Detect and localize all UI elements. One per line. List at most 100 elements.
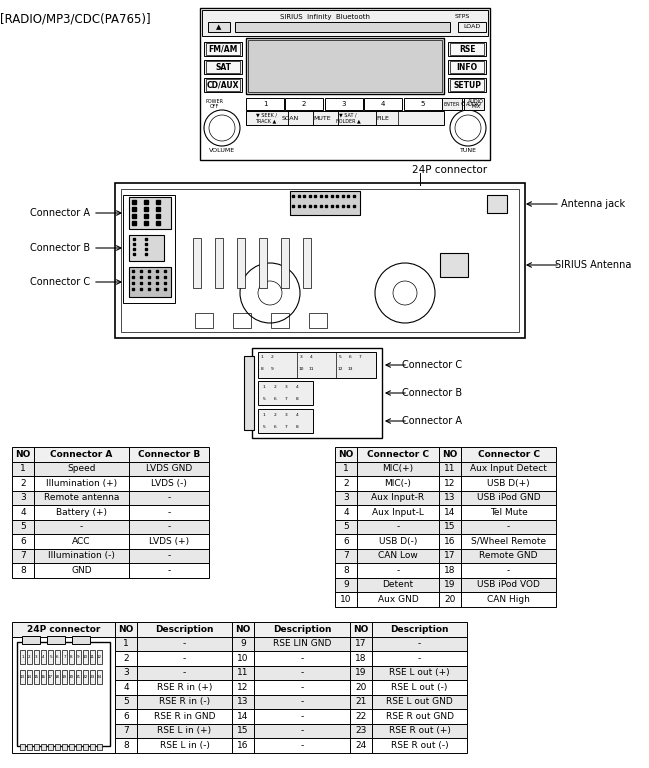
- Text: -: -: [418, 639, 421, 648]
- Text: Connector B: Connector B: [138, 450, 200, 458]
- Bar: [254, 694, 350, 709]
- Bar: [350, 666, 372, 680]
- Bar: [83, 650, 88, 664]
- Text: 9: 9: [343, 581, 349, 589]
- Text: Detent: Detent: [382, 581, 413, 589]
- Bar: [271, 313, 289, 328]
- Text: 6: 6: [343, 537, 349, 546]
- Bar: [248, 40, 442, 92]
- Text: 11: 11: [90, 654, 95, 658]
- Bar: [335, 462, 357, 476]
- Bar: [204, 60, 242, 74]
- Text: 10: 10: [238, 654, 249, 663]
- Bar: [357, 476, 439, 491]
- Text: 21: 21: [76, 674, 81, 678]
- Text: 19: 19: [62, 674, 67, 678]
- Text: ▼ SAT /
FOLDER ▲: ▼ SAT / FOLDER ▲: [336, 113, 360, 124]
- Bar: [48, 650, 53, 664]
- Bar: [137, 666, 232, 680]
- Text: RSE L out (+): RSE L out (+): [389, 668, 450, 677]
- Bar: [338, 111, 376, 125]
- Bar: [202, 10, 488, 36]
- Bar: [372, 651, 467, 666]
- Text: 19: 19: [445, 581, 456, 589]
- Bar: [290, 191, 360, 215]
- Text: 22: 22: [356, 712, 367, 720]
- Text: 7: 7: [63, 654, 66, 658]
- Text: 6: 6: [274, 425, 276, 429]
- Bar: [235, 22, 450, 32]
- Bar: [55, 650, 60, 664]
- Text: -: -: [300, 683, 304, 692]
- Bar: [115, 651, 137, 666]
- Bar: [12, 534, 34, 548]
- Text: 11: 11: [445, 464, 456, 473]
- Text: 10: 10: [340, 594, 352, 604]
- Bar: [372, 666, 467, 680]
- Text: 5: 5: [20, 522, 26, 531]
- Text: RSE LIN GND: RSE LIN GND: [273, 639, 331, 648]
- Bar: [254, 723, 350, 738]
- Bar: [232, 622, 254, 637]
- Bar: [461, 578, 556, 592]
- Bar: [350, 622, 372, 637]
- Bar: [34, 447, 129, 462]
- Text: NO: NO: [443, 450, 458, 458]
- Bar: [439, 447, 461, 462]
- Text: STPS: STPS: [454, 15, 470, 19]
- Bar: [90, 670, 95, 684]
- Bar: [372, 637, 467, 651]
- Bar: [232, 666, 254, 680]
- Bar: [357, 491, 439, 505]
- Text: 5: 5: [263, 425, 265, 429]
- Text: 9: 9: [240, 639, 246, 648]
- Bar: [439, 476, 461, 491]
- Bar: [129, 519, 209, 534]
- Bar: [357, 447, 439, 462]
- Text: 3: 3: [35, 654, 38, 658]
- Bar: [444, 98, 482, 110]
- Bar: [246, 111, 444, 125]
- Text: Connector A: Connector A: [30, 208, 90, 218]
- Bar: [372, 680, 467, 694]
- Text: 3: 3: [343, 493, 349, 502]
- Text: 24P connector: 24P connector: [27, 624, 100, 634]
- Text: 7: 7: [359, 355, 361, 359]
- Bar: [244, 356, 254, 430]
- Bar: [34, 476, 129, 491]
- Bar: [34, 505, 129, 519]
- Bar: [464, 98, 484, 110]
- Text: Aux Input-R: Aux Input-R: [371, 493, 424, 502]
- Bar: [83, 743, 88, 750]
- Bar: [246, 111, 288, 125]
- Bar: [357, 563, 439, 578]
- Text: -: -: [167, 522, 171, 531]
- Bar: [129, 491, 209, 505]
- Bar: [97, 650, 102, 664]
- Bar: [90, 650, 95, 664]
- Bar: [137, 637, 232, 651]
- Bar: [232, 637, 254, 651]
- Bar: [439, 578, 461, 592]
- Bar: [439, 548, 461, 563]
- Text: 24: 24: [97, 674, 102, 678]
- Text: 2: 2: [343, 478, 349, 488]
- Bar: [129, 505, 209, 519]
- Text: MIC(+): MIC(+): [382, 464, 413, 473]
- Text: 8: 8: [70, 654, 73, 658]
- Bar: [115, 680, 137, 694]
- Text: -: -: [300, 727, 304, 735]
- Bar: [313, 111, 338, 125]
- Text: -: -: [300, 697, 304, 707]
- Bar: [62, 670, 67, 684]
- Text: MIC(-): MIC(-): [385, 478, 411, 488]
- Text: 14: 14: [27, 674, 32, 678]
- Text: Connector C: Connector C: [367, 450, 429, 458]
- Bar: [34, 670, 39, 684]
- Text: 8: 8: [296, 425, 299, 429]
- Text: 5: 5: [49, 654, 52, 658]
- Bar: [254, 666, 350, 680]
- Text: 4: 4: [381, 101, 386, 107]
- Text: ACC: ACC: [72, 537, 91, 546]
- Text: -: -: [397, 566, 400, 574]
